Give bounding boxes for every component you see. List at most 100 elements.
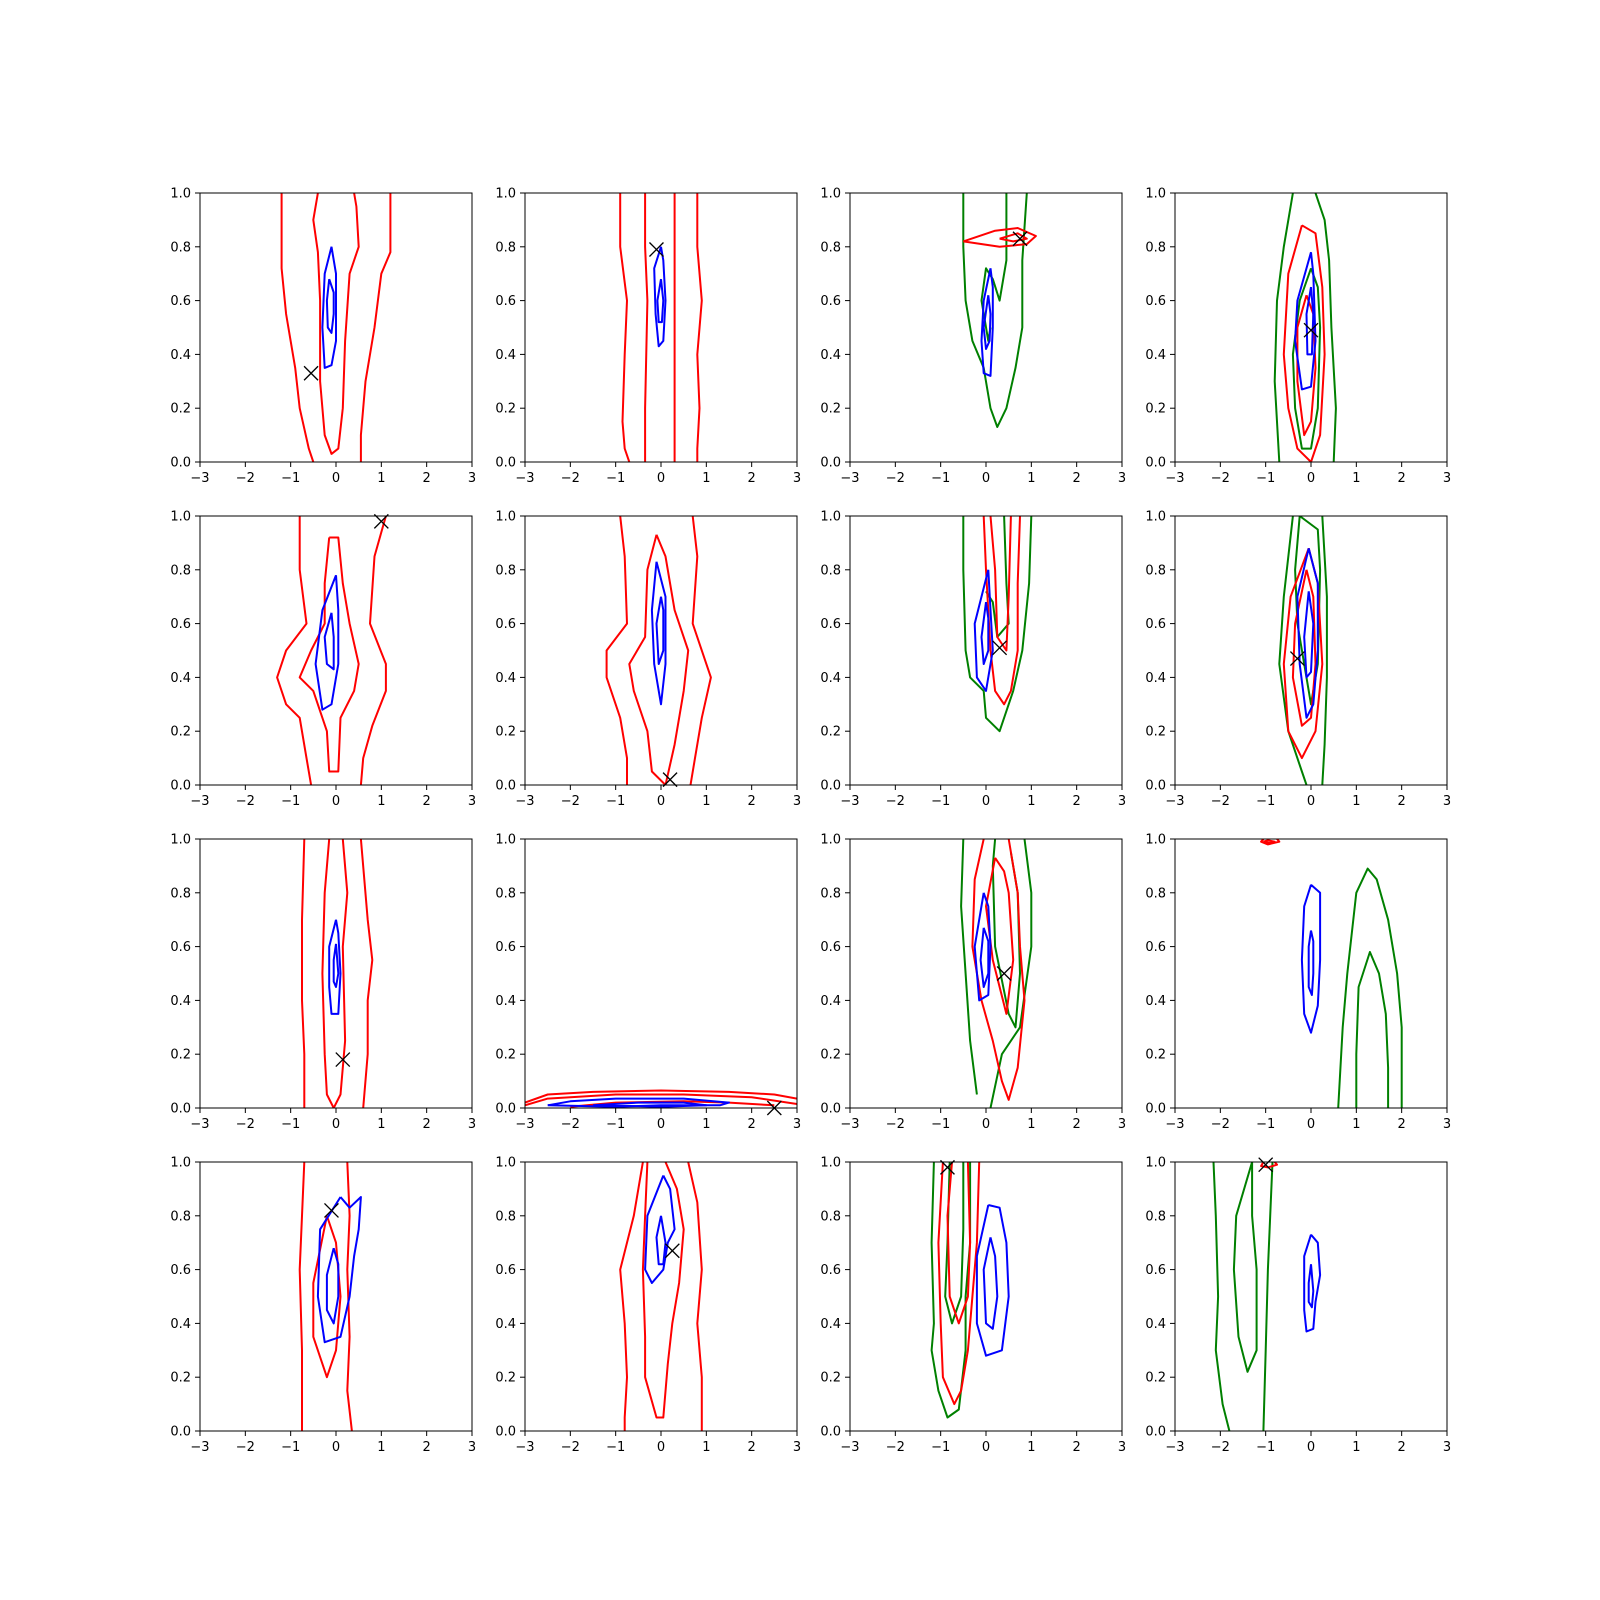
x-tick-label: 2 — [748, 1117, 756, 1132]
y-tick-label: 0.8 — [820, 563, 841, 578]
x-tick-label: −3 — [1165, 1440, 1184, 1455]
axes-frame — [199, 838, 473, 1109]
red-contour-line — [525, 1093, 797, 1107]
x-tick-label: −3 — [840, 471, 859, 486]
red-contour-line — [1282, 224, 1326, 462]
panel-contours — [1212, 1162, 1322, 1431]
x-tick-label: 0 — [1307, 471, 1315, 486]
panel-7: −3 −2 −1 0 1 2 3 0.0 0.2 0.4 0.6 0.8 1.0 — [820, 510, 1126, 810]
x-tick-label: 1 — [1352, 794, 1360, 809]
x-tick-label: 2 — [1073, 794, 1081, 809]
panel-contours — [619, 193, 703, 462]
blue-contour-line — [979, 927, 990, 988]
axes-frame — [1174, 838, 1448, 1109]
y-tick-label: 1.0 — [170, 1156, 191, 1171]
x-tick-label: −2 — [886, 471, 905, 486]
y-tick-label: 0.6 — [1145, 940, 1166, 955]
x-tick-label: −2 — [236, 1440, 255, 1455]
panel-contours — [1273, 193, 1337, 462]
y-tick-label: 0.2 — [170, 1048, 191, 1063]
y-tick-label: 1.0 — [170, 833, 191, 848]
panel-contours — [962, 516, 1033, 733]
x-tick-label: 2 — [423, 794, 431, 809]
x-tick-label: 3 — [793, 1117, 801, 1132]
red-contour-line — [619, 193, 631, 462]
x-marker — [1303, 322, 1319, 338]
x-tick-label: 1 — [1027, 1117, 1035, 1132]
x-tick-label: −2 — [886, 1117, 905, 1132]
red-contour-line — [298, 536, 360, 773]
y-tick-label: 0.0 — [170, 779, 191, 794]
y-tick-label: 0.8 — [170, 240, 191, 255]
y-tick-label: 0.0 — [495, 779, 516, 794]
y-tick-label: 0.6 — [170, 294, 191, 309]
red-contour-line — [280, 193, 315, 462]
y-tick-label: 0.6 — [495, 294, 516, 309]
x-tick-label: −2 — [1211, 794, 1230, 809]
x-tick-label: 2 — [423, 1440, 431, 1455]
y-tick-label: 0.2 — [170, 1371, 191, 1386]
x-marker — [996, 966, 1012, 981]
red-contour-line — [971, 839, 1026, 1101]
x-tick-label: 1 — [1027, 794, 1035, 809]
x-tick-label: 1 — [1352, 1117, 1360, 1132]
y-tick-label: 0.2 — [495, 725, 516, 740]
x-tick-label: 1 — [702, 1117, 710, 1132]
blue-contour-line — [321, 246, 337, 369]
x-tick-label: −2 — [1211, 471, 1230, 486]
red-contour-line — [641, 1162, 685, 1419]
y-tick-label: 0.8 — [170, 886, 191, 901]
x-tick-label: 1 — [377, 1440, 385, 1455]
blue-contour-line — [314, 574, 340, 711]
y-tick-label: 0.6 — [495, 940, 516, 955]
red-contour-line — [1291, 569, 1317, 727]
x-tick-label: 1 — [1352, 471, 1360, 486]
y-tick-label: 1.0 — [1145, 833, 1166, 848]
panel-contours — [930, 1162, 1010, 1419]
panel-12: −3 −2 −1 0 1 2 3 0.0 0.2 0.4 0.6 0.8 1.0 — [1145, 833, 1451, 1133]
y-tick-label: 0.6 — [1145, 1263, 1166, 1278]
y-tick-label: 0.8 — [1145, 563, 1166, 578]
axes-frame — [199, 515, 473, 786]
green-contour-line — [1314, 193, 1337, 462]
panel-contours — [280, 193, 392, 462]
x-tick-label: 1 — [377, 794, 385, 809]
red-contour-line — [312, 1215, 342, 1379]
y-tick-label: 0.6 — [820, 617, 841, 632]
x-tick-label: −3 — [840, 1440, 859, 1455]
y-tick-label: 0.8 — [1145, 1209, 1166, 1224]
y-tick-label: 0.4 — [820, 671, 841, 686]
y-tick-label: 0.8 — [495, 563, 516, 578]
red-contour-line — [301, 839, 306, 1108]
blue-contour-line — [332, 943, 340, 988]
blue-contour-line — [1296, 548, 1319, 719]
x-tick-label: −1 — [606, 1440, 625, 1455]
y-tick-label: 1.0 — [495, 510, 516, 525]
panel-contours — [605, 516, 712, 785]
y-tick-label: 0.6 — [495, 617, 516, 632]
x-tick-label: −2 — [236, 471, 255, 486]
y-tick-label: 0.4 — [820, 348, 841, 363]
red-contour-line — [962, 227, 1037, 248]
x-tick-label: 0 — [657, 794, 665, 809]
red-contour-line — [359, 516, 387, 785]
blue-contour-line — [1294, 251, 1317, 391]
x-tick-label: 0 — [657, 1440, 665, 1455]
y-tick-label: 0.4 — [495, 994, 516, 1009]
x-tick-label: 3 — [468, 794, 476, 809]
x-tick-label: 3 — [1118, 471, 1126, 486]
red-contour-line — [1263, 839, 1276, 844]
x-tick-label: −2 — [236, 794, 255, 809]
panel-contours — [1260, 839, 1403, 1108]
x-tick-label: 2 — [1073, 1117, 1081, 1132]
x-tick-label: −2 — [561, 1117, 580, 1132]
y-tick-label: 0.6 — [170, 940, 191, 955]
blue-contour-line — [328, 919, 342, 1015]
y-tick-label: 0.8 — [820, 240, 841, 255]
y-tick-label: 0.6 — [820, 940, 841, 955]
panel-9: −3 −2 −1 0 1 2 3 0.0 0.2 0.4 0.6 0.8 1.0 — [170, 833, 476, 1133]
panel-contours — [960, 839, 1033, 1108]
red-contour-line — [628, 534, 690, 785]
y-tick-label: 1.0 — [495, 187, 516, 202]
